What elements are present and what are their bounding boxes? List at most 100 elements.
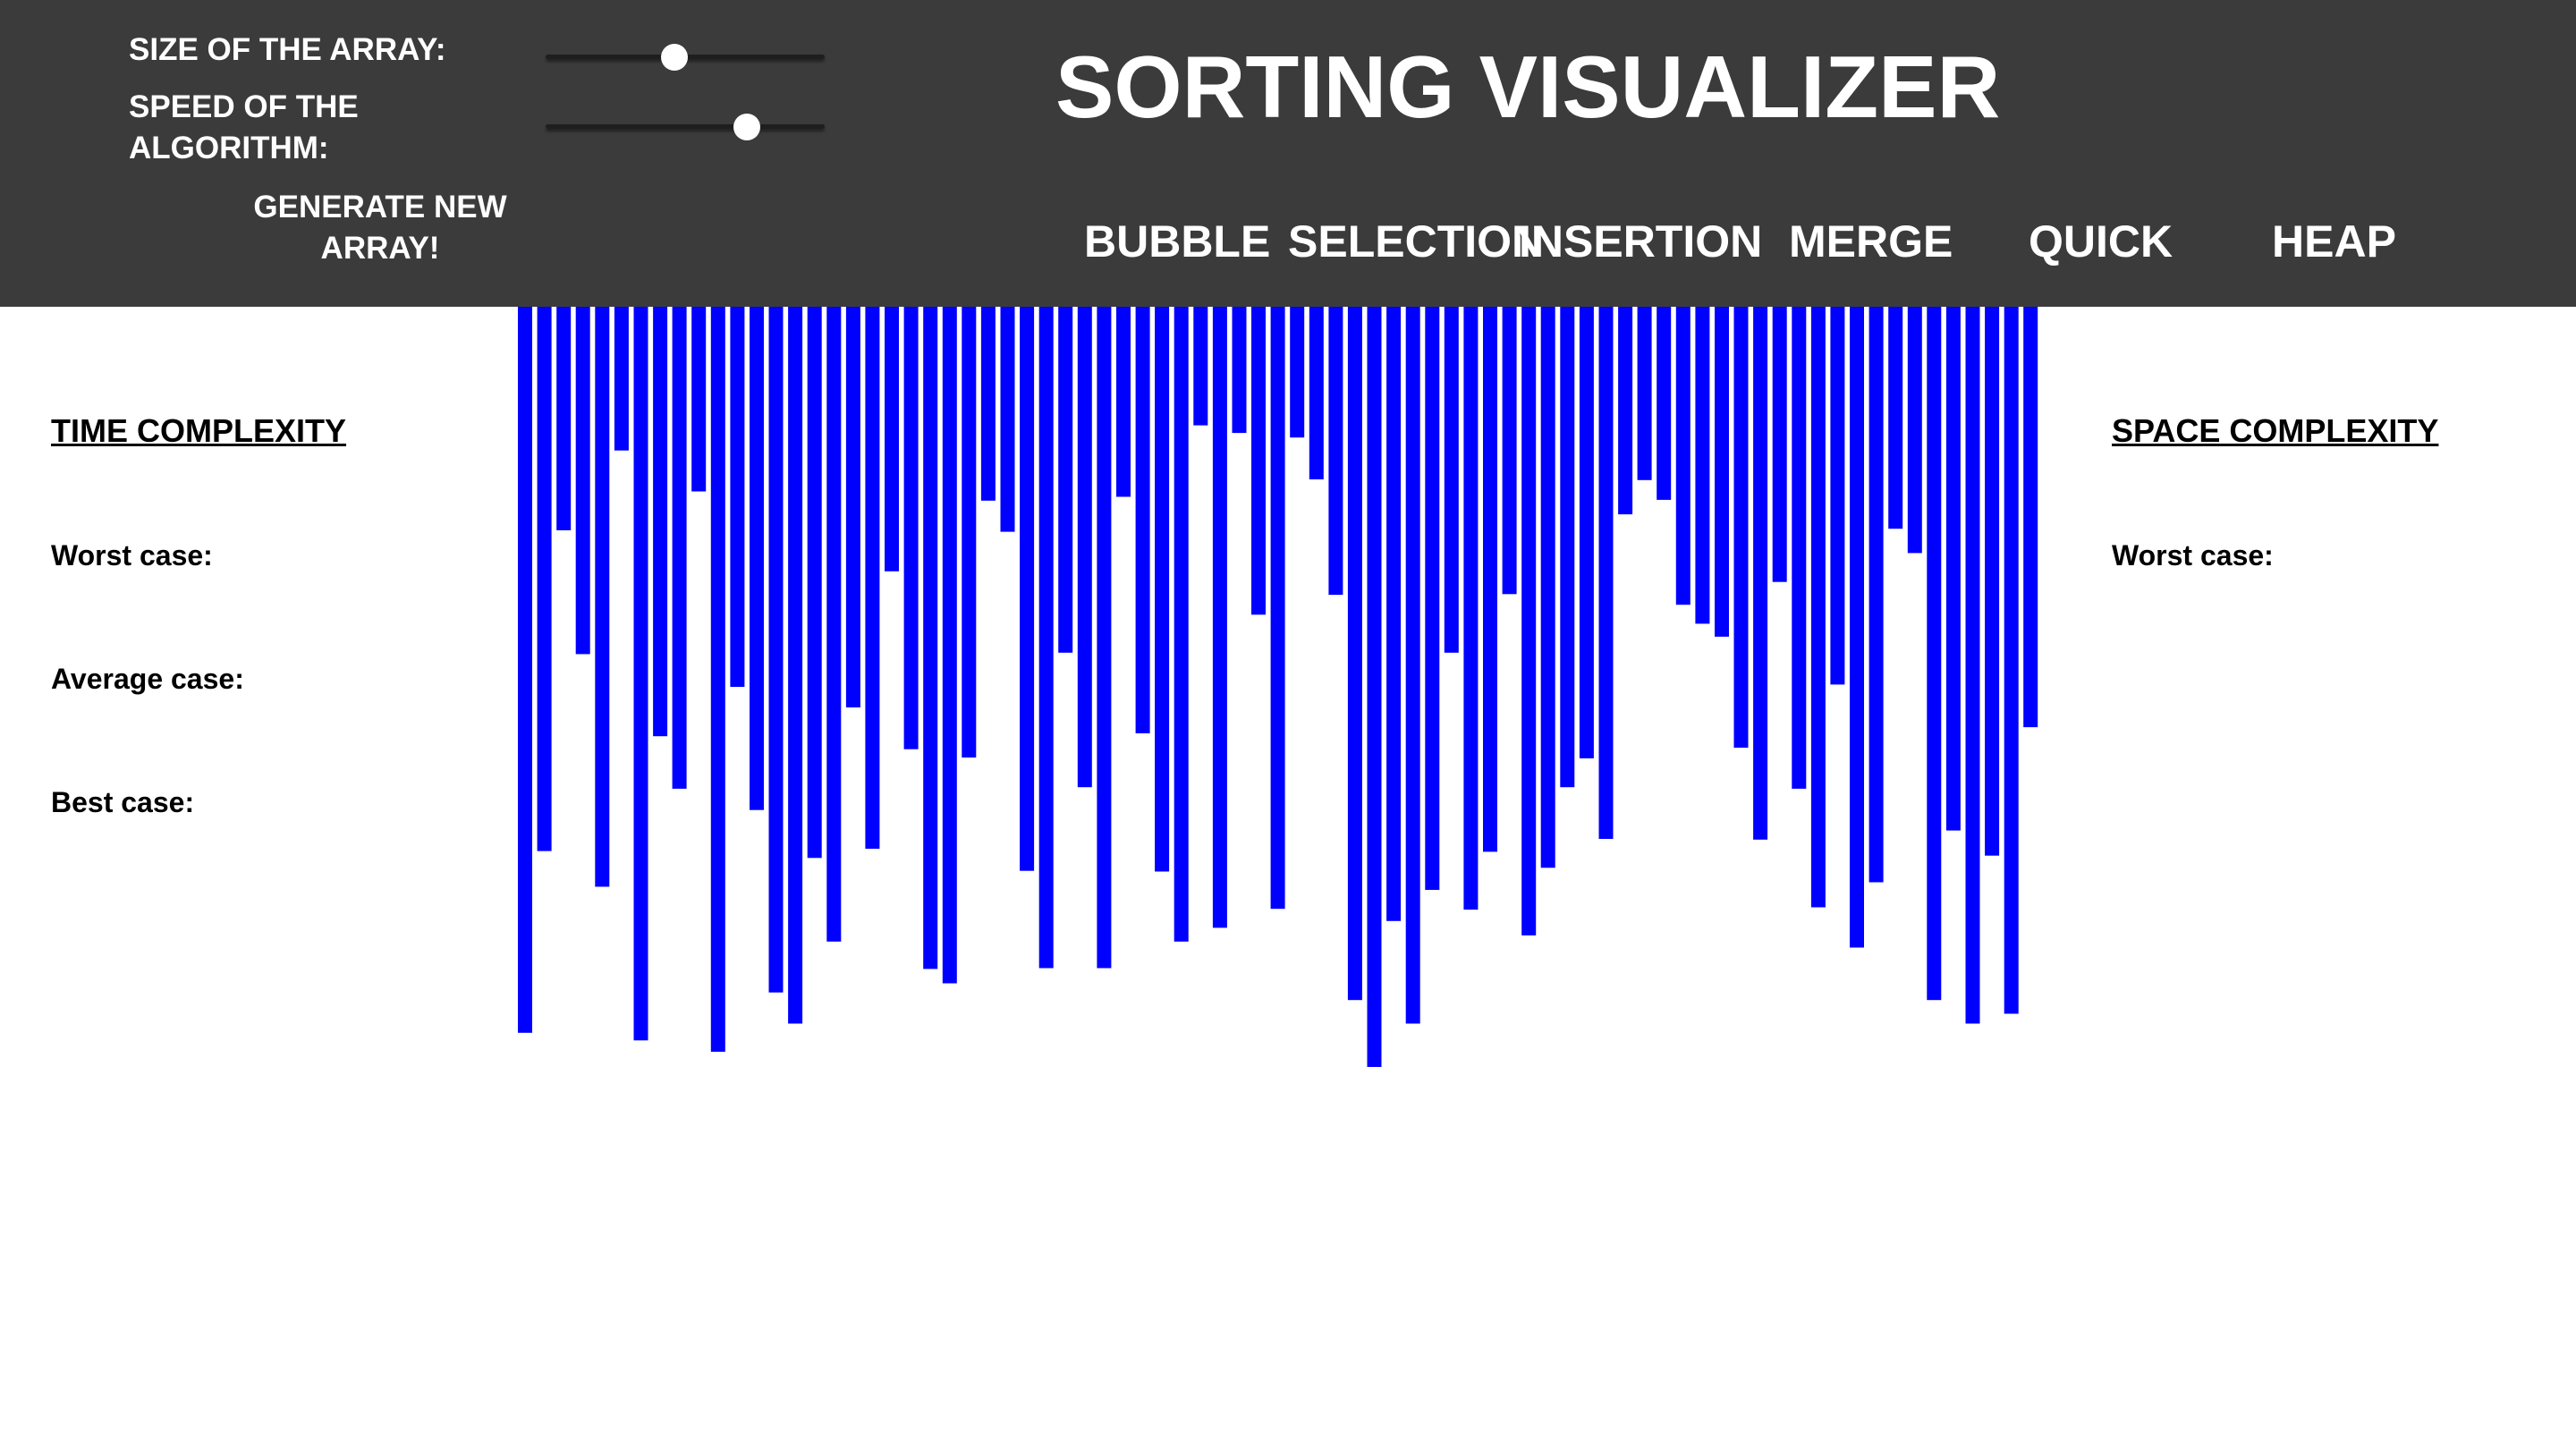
array-bar xyxy=(595,307,610,887)
algorithm-speed-slider-track[interactable] xyxy=(546,124,825,129)
heap-sort-button[interactable]: HEAP xyxy=(2272,216,2396,267)
array-bar xyxy=(1753,307,1768,840)
array-bar xyxy=(1483,307,1497,852)
array-bar xyxy=(1927,307,1942,1001)
generate-new-array-button[interactable]: GENERATE NEW ARRAY! xyxy=(253,190,507,266)
array-bar xyxy=(1618,307,1633,515)
array-bar xyxy=(807,307,822,859)
array-bar xyxy=(1695,307,1710,624)
array-bar xyxy=(826,307,842,942)
array-bar xyxy=(1598,307,1614,839)
bubble-sort-button[interactable]: BUBBLE xyxy=(1084,216,1271,267)
array-bar xyxy=(1945,307,1961,831)
array-bar xyxy=(1386,307,1402,921)
array-bar xyxy=(1792,307,1807,789)
array-bar xyxy=(633,307,648,1041)
array-bar xyxy=(1232,307,1247,434)
array-bar xyxy=(788,307,803,1024)
array-bar xyxy=(1463,307,1479,910)
time-worst-case-label: Worst case: xyxy=(51,539,213,571)
array-bar xyxy=(1135,307,1150,733)
array-bar xyxy=(653,307,668,737)
array-bar xyxy=(1405,307,1420,1024)
array-bar xyxy=(1155,307,1170,872)
array-bar xyxy=(1425,307,1440,890)
array-bar xyxy=(865,307,880,849)
array-bar xyxy=(575,307,590,655)
array-bar xyxy=(2023,307,2038,728)
selection-sort-button[interactable]: SELECTION xyxy=(1288,216,1545,267)
insertion-sort-button[interactable]: INSERTION xyxy=(1519,216,1763,267)
array-bar xyxy=(1502,307,1517,595)
time-average-case-label: Average case: xyxy=(51,663,244,695)
array-bar xyxy=(1347,307,1362,1001)
array-bar xyxy=(614,307,629,451)
array-bar xyxy=(1560,307,1575,788)
array-bar xyxy=(518,307,532,1033)
array-bar xyxy=(942,307,957,984)
array-bar xyxy=(750,307,764,810)
time-best-case-label: Best case: xyxy=(51,786,195,818)
array-bar xyxy=(885,307,899,571)
array-bar xyxy=(768,307,784,993)
array-size-label: SIZE OF THE ARRAY: xyxy=(129,32,446,67)
array-bar xyxy=(1965,307,1980,1024)
array-bar xyxy=(1985,307,2000,856)
array-bar xyxy=(1579,307,1594,758)
array-bar xyxy=(1270,307,1285,910)
array-bar xyxy=(537,307,552,851)
array-bar xyxy=(1868,307,1884,883)
array-bar xyxy=(556,307,572,530)
top-toolbar xyxy=(0,0,2576,307)
array-bar xyxy=(1020,307,1035,871)
array-bar xyxy=(1657,307,1672,500)
array-bar xyxy=(1715,307,1729,637)
array-bar xyxy=(730,307,745,687)
array-bar xyxy=(1907,307,1922,554)
array-bar xyxy=(962,307,977,758)
space-worst-case-label: Worst case: xyxy=(2112,539,2274,571)
array-bar xyxy=(1097,307,1112,969)
array-bar xyxy=(672,307,687,789)
array-bar xyxy=(1251,307,1266,615)
array-bar xyxy=(1193,307,1208,426)
array-size-slider[interactable] xyxy=(546,44,825,71)
array-bar xyxy=(1521,307,1537,935)
array-bar xyxy=(1038,307,1054,969)
space-complexity-heading: SPACE COMPLEXITY xyxy=(2112,412,2439,449)
array-bar xyxy=(1000,307,1015,532)
array-bar xyxy=(1309,307,1324,479)
quick-sort-button[interactable]: QUICK xyxy=(2029,216,2174,267)
array-bar xyxy=(1772,307,1787,582)
algorithm-speed-slider-thumb[interactable] xyxy=(733,114,760,140)
array-bar xyxy=(903,307,919,749)
array-bar xyxy=(1212,307,1227,928)
algorithm-speed-slider[interactable] xyxy=(546,114,825,140)
merge-sort-button[interactable]: MERGE xyxy=(1789,216,1953,267)
array-bar xyxy=(1810,307,1826,908)
algorithm-speed-label: SPEED OF THE ALGORITHM: xyxy=(129,89,359,165)
array-bar xyxy=(1077,307,1092,788)
array-bar xyxy=(1540,307,1555,868)
array-bar xyxy=(1328,307,1343,596)
array-bar xyxy=(1116,307,1131,497)
array-bar xyxy=(710,307,725,1052)
app-title: SORTING VISUALIZER xyxy=(1055,38,2001,136)
array-bar xyxy=(1367,307,1382,1067)
array-bar xyxy=(923,307,938,969)
array-bar xyxy=(1733,307,1749,748)
array-bar xyxy=(1830,307,1845,685)
array-bar xyxy=(980,307,996,501)
array-bar xyxy=(2004,307,2019,1014)
array-bar xyxy=(845,307,860,707)
array-bar xyxy=(1444,307,1459,653)
array-bar xyxy=(1637,307,1652,480)
array-bar xyxy=(1174,307,1189,942)
array-bar xyxy=(1888,307,1903,529)
array-size-slider-thumb[interactable] xyxy=(660,44,688,71)
array-bar xyxy=(1675,307,1690,605)
array-bar xyxy=(1290,307,1305,438)
array-bar xyxy=(1850,307,1864,948)
array-bar xyxy=(1058,307,1073,653)
time-complexity-heading: TIME COMPLEXITY xyxy=(51,412,347,449)
